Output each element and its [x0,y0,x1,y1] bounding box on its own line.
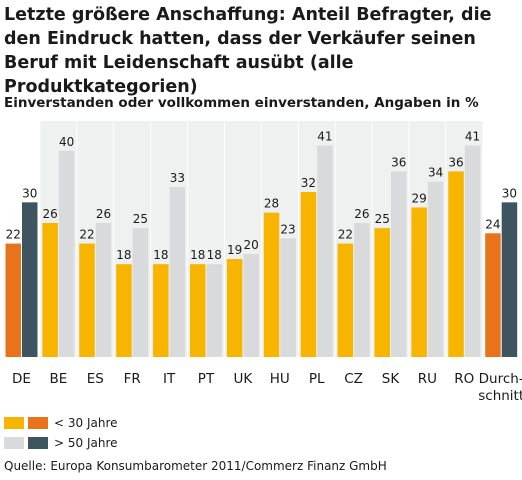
bar-fr-over-50 [132,228,149,357]
x-tick-label-hu: HU [270,371,290,387]
value-label-ru-over-50: 34 [428,166,443,180]
x-tick-label-sk: SK [382,371,401,387]
legend-label-over-50: > 50 Jahre [54,436,118,450]
bar-fr-under-30 [116,264,132,357]
value-label-pt-over-50: 18 [207,248,222,262]
x-tick-label-ru: RU [418,371,437,387]
bar-sk-over-50 [391,171,407,357]
value-label-it-under-30: 18 [153,248,168,262]
value-label-be-under-30: 26 [43,207,58,221]
legend-label-under-30: < 30 Jahre [54,416,118,430]
bar-hu-under-30 [263,212,280,357]
value-label-cz-over-50: 26 [354,207,369,221]
legend-swatch-orange [28,417,48,429]
bar-hu-over-50 [280,238,296,357]
bar-pt-under-30 [190,264,206,357]
value-label-ro-over-50: 41 [465,130,480,144]
bar-pl-under-30 [300,192,317,357]
value-label-pt-under-30: 18 [190,248,205,262]
value-label-sk-under-30: 25 [375,212,390,226]
value-label-fr-under-30: 18 [116,248,131,262]
bar-pt-over-50 [206,264,222,357]
legend-item-over-50: > 50 Jahre [4,436,204,451]
value-label-es-under-30: 22 [79,228,94,242]
x-tick-label-durchschnitt: Durch-schnitt [478,371,522,404]
bar-uk-under-30 [226,259,243,357]
value-label-de-under-30: 22 [6,228,21,242]
source-note: Quelle: Europa Konsumbarometer 2011/Comm… [4,459,387,473]
value-label-durchschnitt-over-50: 30 [502,186,517,200]
bar-cz-under-30 [337,243,354,357]
value-label-ro-under-30: 36 [448,155,463,169]
x-tick-label-cz: CZ [344,371,363,387]
x-tick-label-de: DE [12,371,31,387]
bar-ro-under-30 [448,171,464,357]
x-tick-label-it: IT [163,371,176,387]
bar-de-under-30 [5,243,21,357]
value-label-hu-over-50: 23 [280,222,295,236]
bar-ru-over-50 [427,181,444,357]
legend-swatch-lightgray [4,437,24,449]
bar-es-over-50 [95,222,112,357]
x-tick-label-fr: FR [124,371,141,387]
x-tick-label-uk: UK [234,371,254,387]
bar-ru-under-30 [411,207,427,357]
bar-de-over-50 [22,202,38,357]
value-label-be-over-50: 40 [59,135,74,149]
value-label-pl-under-30: 32 [301,176,316,190]
bar-it-under-30 [153,264,169,357]
value-label-sk-over-50: 36 [391,155,406,169]
value-label-cz-under-30: 22 [338,228,353,242]
bar-pl-over-50 [317,145,333,357]
x-tick-label-be: BE [50,371,68,387]
bar-uk-over-50 [243,253,259,357]
x-tick-label-ro: RO [454,371,474,387]
value-label-es-over-50: 26 [96,207,111,221]
bar-durchschnitt-over-50 [501,202,518,357]
legend-item-under-30: < 30 Jahre [4,416,204,431]
value-label-it-over-50: 33 [170,171,185,185]
value-label-uk-over-50: 20 [244,238,259,252]
x-tick-label-pt: PT [198,371,215,387]
value-label-fr-over-50: 25 [133,212,148,226]
x-tick-label-es: ES [87,371,104,387]
bar-be-under-30 [42,222,58,357]
chart-subtitle: Einverstanden oder vollkommen einverstan… [4,95,479,111]
value-label-durchschnitt-under-30: 24 [485,217,500,231]
value-label-ru-under-30: 29 [412,191,427,205]
chart-title: Letzte größere Anschaffung: Anteil Befra… [4,5,492,97]
bar-it-over-50 [169,186,186,357]
bar-be-over-50 [58,150,75,357]
value-label-uk-under-30: 19 [227,243,242,257]
bar-cz-over-50 [354,222,370,357]
bar-ro-over-50 [464,145,481,357]
legend-swatch-darkgray [28,437,48,449]
legend-swatch-yellow [4,417,24,429]
x-tick-label-pl: PL [309,371,325,387]
bar-durchschnitt-under-30 [485,233,501,357]
value-label-de-over-50: 30 [22,186,37,200]
value-label-hu-under-30: 28 [264,197,279,211]
bar-sk-under-30 [374,228,390,357]
bar-es-under-30 [79,243,95,357]
value-label-pl-over-50: 41 [317,130,332,144]
